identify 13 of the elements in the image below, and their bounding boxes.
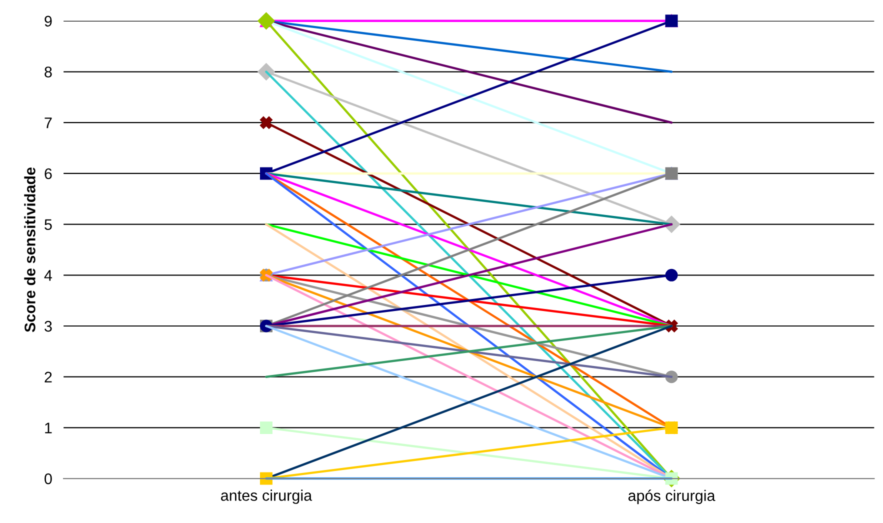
y-tick-label: 4 — [44, 270, 52, 281]
y-tick-label: 1 — [45, 422, 52, 434]
y-tick-label: 0 — [44, 473, 52, 484]
y-tick-label: 2 — [44, 372, 52, 382]
x-tick-label: após cirurgia — [628, 490, 716, 504]
y-tick-label: 3 — [44, 320, 52, 332]
y-tick-label: 7 — [44, 118, 52, 128]
x-tick-label: antes cirurgia — [221, 490, 312, 504]
y-tick-label: 9 — [44, 16, 52, 27]
y-tick-label: 8 — [44, 66, 52, 78]
y-axis-title: Score de sensitividade — [24, 167, 36, 332]
y-tick-label: 5 — [44, 219, 52, 230]
y-tick-label: 6 — [44, 168, 52, 180]
